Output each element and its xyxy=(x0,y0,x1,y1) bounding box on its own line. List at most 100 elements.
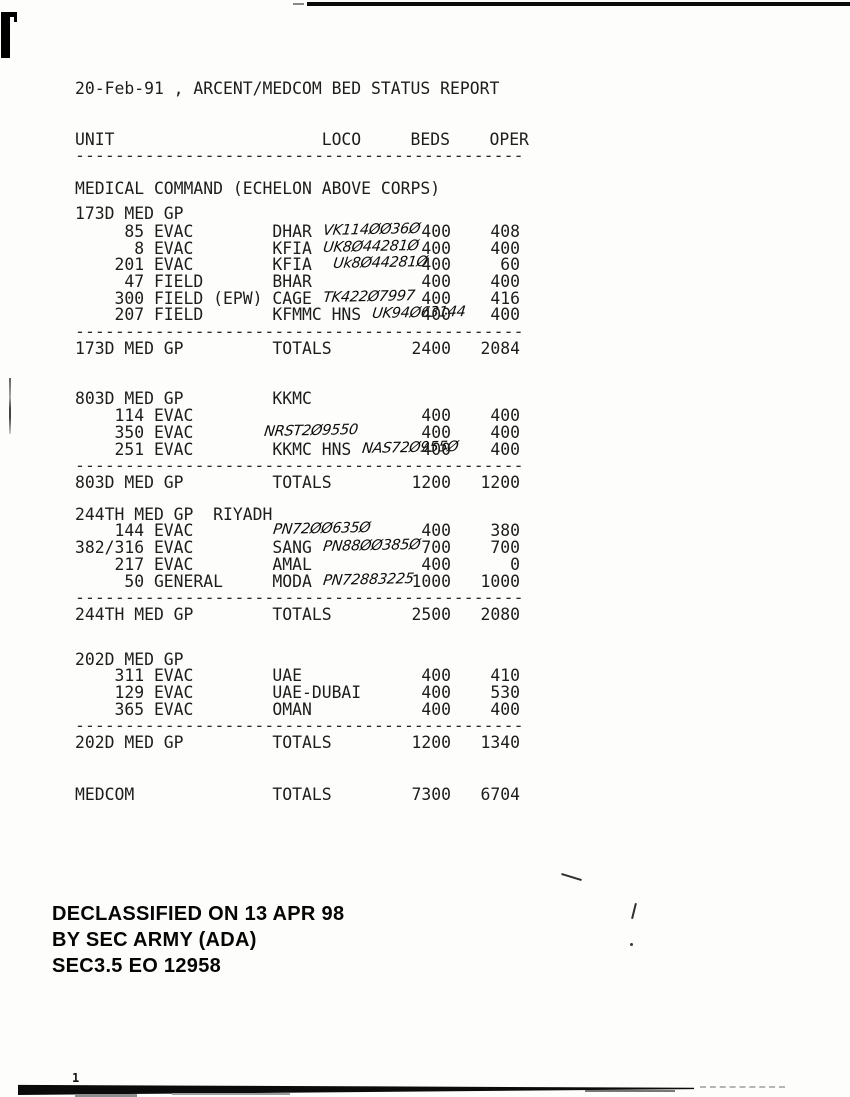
beds-value: 400 xyxy=(421,683,451,702)
divider: ----------------------------------------… xyxy=(75,589,525,606)
scan-artifact-corner-hook xyxy=(9,12,17,17)
unit-row: 217 EVAC AMAL 400 0 xyxy=(75,556,525,573)
oper-value: 700 xyxy=(490,538,520,557)
scan-artifact-corner-tick xyxy=(14,16,17,22)
group-header: 244TH MED GP RIYADH xyxy=(75,506,525,523)
stamp-line: SEC3.5 EO 12958 xyxy=(52,955,222,977)
unit-row: 201 EVAC KFIA Uk8Ø44281Ø 400 60 xyxy=(75,254,525,274)
typed-text: 350 EVAC xyxy=(75,423,263,442)
unit-row: 365 EVAC OMAN 400 400 xyxy=(75,701,525,718)
beds-value: 400 xyxy=(421,255,451,274)
scan-artifact-bottom-dashes xyxy=(700,1086,785,1088)
stamp-line: DECLASSIFIED ON 13 APR 98 xyxy=(52,903,345,925)
group-header: 202D MED GP xyxy=(75,651,525,668)
scan-artifact-corner-bar xyxy=(1,12,10,58)
typed-text: 114 EVAC xyxy=(75,406,194,425)
beds-value: 1000 xyxy=(411,572,451,591)
oper-value: 400 xyxy=(490,406,520,425)
unit-row: 300 FIELD (EPW) CAGE TK422Ø7997 400 416 xyxy=(75,288,525,308)
oper-value: 400 xyxy=(490,700,520,719)
totals-row: 803D MED GP TOTALS 1200 1200 xyxy=(75,474,525,491)
beds-value: 400 xyxy=(421,222,451,241)
grand-totals-row: MEDCOM TOTALS 7300 6704 xyxy=(75,786,525,803)
typed-text: ----------------------------------------… xyxy=(75,322,524,341)
typed-text: 144 EVAC xyxy=(75,521,273,540)
beds-value: 400 xyxy=(421,440,451,459)
typed-text: 202D MED GP xyxy=(75,650,184,669)
oper-value: 0 xyxy=(510,555,520,574)
scan-artifact-top-line xyxy=(307,2,850,6)
oper-value: 2080 xyxy=(480,605,520,624)
totals-row: 244TH MED GP TOTALS 2500 2080 xyxy=(75,606,525,623)
beds-value: 400 xyxy=(421,555,451,574)
oper-value: 1200 xyxy=(480,473,520,492)
unit-row: 8 EVAC KFIA UK8Ø44281Ø 400 400 xyxy=(75,238,525,258)
typed-text: ----------------------------------------… xyxy=(75,146,524,165)
typed-text: 207 FIELD KFMMC HNS xyxy=(75,305,372,324)
stamp-line: BY SEC ARMY (ADA) xyxy=(52,929,257,951)
oper-value: 2084 xyxy=(480,339,520,358)
typed-text: 244TH MED GP TOTALS xyxy=(75,605,332,624)
typed-text: 311 EVAC UAE xyxy=(75,666,302,685)
beds-value: 400 xyxy=(421,305,451,324)
oper-value: 1000 xyxy=(480,572,520,591)
page-number: 1 xyxy=(72,1071,80,1085)
typed-text: 382/316 EVAC SANG xyxy=(75,538,322,557)
unit-row: 47 FIELD BHAR 400 400 xyxy=(75,273,525,290)
unit-row: 85 EVAC DHAR VK114ØØ36Ø 400 408 xyxy=(75,221,525,241)
beds-value: 400 xyxy=(421,272,451,291)
typed-text: 173D MED GP xyxy=(75,204,184,223)
divider: ----------------------------------------… xyxy=(75,457,525,474)
typed-text: 217 EVAC AMAL xyxy=(75,555,312,574)
typed-text: MEDICAL COMMAND (ECHELON ABOVE CORPS) xyxy=(75,179,441,198)
typed-text: 85 EVAC DHAR xyxy=(75,222,322,241)
unit-row: 114 EVAC 400 400 xyxy=(75,407,525,424)
beds-value: 400 xyxy=(421,521,451,540)
unit-row: 207 FIELD KFMMC HNS UK94Ø63144 400 400 xyxy=(75,304,525,324)
beds-value: 400 xyxy=(421,666,451,685)
typed-text: MEDCOM TOTALS xyxy=(75,785,332,804)
declassification-stamp: DECLASSIFIED ON 13 APR 98 BY SEC ARMY (A… xyxy=(52,901,344,979)
oper-value: 400 xyxy=(490,305,520,324)
unit-row: 129 EVAC UAE-DUBAI 400 530 xyxy=(75,684,525,701)
typed-text: 201 EVAC KFIA xyxy=(75,255,332,274)
divider: ----------------------------------------… xyxy=(75,717,525,734)
typed-text: 803D MED GP TOTALS xyxy=(75,473,332,492)
stray-pen-mark xyxy=(630,943,633,946)
typed-text: 244TH MED GP RIYADH xyxy=(75,505,273,524)
oper-value: 530 xyxy=(490,683,520,702)
typed-text: 202D MED GP TOTALS xyxy=(75,733,332,752)
column-header: UNIT LOCO BEDS OPER xyxy=(75,131,529,148)
beds-value: 2500 xyxy=(411,605,451,624)
group-header: 803D MED GP KKMC xyxy=(75,390,525,407)
oper-value: 408 xyxy=(490,222,520,241)
typed-text: 300 FIELD (EPW) CAGE xyxy=(75,289,322,308)
unit-row: 311 EVAC UAE 400 410 xyxy=(75,667,525,684)
typed-text: ----------------------------------------… xyxy=(75,588,524,607)
scan-artifact-bottom-line xyxy=(18,1084,694,1095)
beds-value: 1200 xyxy=(411,473,451,492)
scan-artifact-left-edge-line xyxy=(9,378,11,434)
typed-text: 8 EVAC KFIA xyxy=(75,239,322,258)
typed-text: 129 EVAC UAE-DUBAI xyxy=(75,683,362,702)
group-header: 173D MED GP xyxy=(75,205,525,222)
oper-value: 1340 xyxy=(480,733,520,752)
beds-value: 400 xyxy=(421,700,451,719)
beds-value: 400 xyxy=(421,239,451,258)
scan-artifact-top-line-fragment xyxy=(293,3,304,5)
typed-text: 50 GENERAL MODA xyxy=(75,572,322,591)
handwritten-grid-reference: NRST2Ø9550 xyxy=(262,422,359,441)
oper-value: 400 xyxy=(490,423,520,442)
typed-text: ----------------------------------------… xyxy=(75,716,524,735)
scan-artifact-bottom-shadow xyxy=(585,1090,675,1092)
typed-text: 365 EVAC OMAN xyxy=(75,700,312,719)
beds-value: 1200 xyxy=(411,733,451,752)
typed-text: 803D MED GP KKMC xyxy=(75,389,312,408)
typed-text: ----------------------------------------… xyxy=(75,456,524,475)
typed-text: 251 EVAC KKMC HNS xyxy=(75,440,362,459)
section-header: MEDICAL COMMAND (ECHELON ABOVE CORPS) xyxy=(75,180,525,197)
oper-value: 416 xyxy=(490,289,520,308)
beds-value: 7300 xyxy=(411,785,451,804)
scan-artifact-bottom-shadow xyxy=(172,1093,290,1095)
